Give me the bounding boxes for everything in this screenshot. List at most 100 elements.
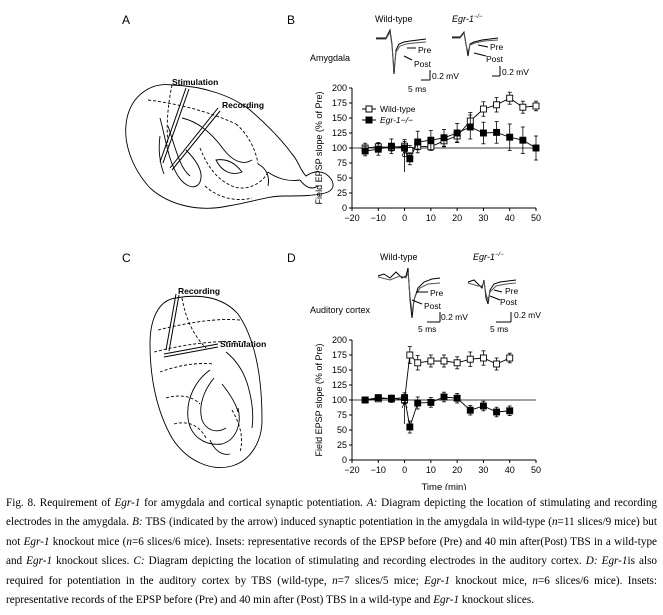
x-tick-label: 0 (402, 213, 407, 223)
caption-text: for amygdala and cortical synaptic poten… (140, 497, 367, 509)
caption-text: Diagram depicting the location of stimul… (144, 555, 586, 568)
data-point-egr1-ko (414, 399, 422, 407)
caption-panel-ref: D: (585, 555, 598, 568)
x-tick-label: −10 (371, 213, 386, 223)
scale-bar-b2 (492, 66, 501, 77)
scale-mv-b2: 0.2 mV (502, 67, 529, 77)
figure-8: A Stimulation Recording B Wild-type Egr-… (122, 13, 541, 493)
data-point-egr1-ko (493, 128, 501, 136)
data-point-wildtype (479, 354, 487, 362)
legend-marker-egr1-ko (365, 116, 373, 124)
region-label-amygdala: Amygdala (310, 53, 350, 63)
x-tick-label: 50 (531, 465, 541, 475)
caption-gene: Egr-1 (601, 555, 628, 568)
brain-diagram-auditory-cortex (149, 295, 263, 468)
legend-label-egr1-ko: Egr-1−/− (380, 115, 413, 125)
scale-mv-d1: 0.2 mV (441, 312, 468, 322)
data-point-egr1-ko (361, 396, 369, 404)
x-tick-label: 40 (505, 465, 515, 475)
electrodes-auditory-cortex (163, 293, 219, 358)
data-point-wildtype (453, 359, 461, 367)
x-tick-label: 20 (452, 213, 462, 223)
y-tick-label: 75 (337, 158, 347, 168)
legend-marker-wildtype (365, 105, 373, 113)
caption-panel-ref: A: (366, 497, 378, 509)
data-point-egr1-ko (519, 136, 527, 144)
data-point-egr1-ko (374, 145, 382, 153)
x-tick-label: 10 (426, 465, 436, 475)
caption-text: knockout slices. (52, 555, 134, 568)
x-axis-label: Time (min) (421, 482, 466, 490)
figure-caption: Fig. 8. Requirement of Egr-1 for amygdal… (6, 494, 657, 610)
panel-letter-b: B (287, 13, 295, 27)
trace-label-ko-d: Egr-1−/− (473, 252, 504, 262)
y-tick-label: 25 (337, 188, 347, 198)
y-tick-label: 200 (332, 83, 347, 93)
y-tick-label: 175 (332, 350, 347, 360)
data-point-egr1-ko (361, 147, 369, 155)
caption-n: n (532, 574, 538, 587)
data-point-egr1-ko (506, 407, 514, 415)
y-tick-label: 150 (332, 113, 347, 123)
y-tick-label: 125 (332, 380, 347, 390)
data-point-egr1-ko (406, 155, 414, 163)
y-tick-label: 0 (342, 455, 347, 465)
chart-d-auditory-cortex-epsp: 0 25 50 75 100 125 150 175 200 −20 −10 0 10 20 30 40 50 F… (314, 335, 541, 493)
pre-label-b: Pre (418, 45, 432, 55)
figure-svg: A Stimulation Recording B Wild-type Egr-… (122, 13, 541, 493)
recording-label-a: Recording (222, 100, 264, 110)
scale-bar-d2 (496, 312, 512, 323)
y-tick-label: 0 (342, 203, 347, 213)
scale-ms-d2: 5 ms (490, 324, 508, 334)
stimulation-label-c: Stimulation (220, 339, 266, 349)
x-tick-label: 30 (478, 213, 488, 223)
x-tick-label: 20 (452, 465, 462, 475)
y-tick-label: 100 (332, 395, 347, 405)
data-point-wildtype (519, 103, 527, 111)
trace-label-wildtype-d: Wild-type (380, 252, 418, 262)
data-point-egr1-ko (414, 138, 422, 146)
x-tick-label: 50 (531, 213, 541, 223)
data-point-egr1-ko (401, 394, 409, 402)
caption-panel-ref: B: (132, 516, 143, 529)
scale-bar-d1 (427, 312, 441, 323)
y-tick-label: 25 (337, 440, 347, 450)
data-point-egr1-ko (493, 408, 501, 416)
y-tick-label: 100 (332, 143, 347, 153)
trace-label-ko-b: Egr-1−/− (452, 14, 483, 24)
post-label-d: Post (424, 301, 442, 311)
series-line-egr1-ko (365, 396, 510, 428)
chart-b-amygdala-epsp: 0 25 50 75 100 125 150 175 200 −20 −10 0 10 20 30 40 50 F… (314, 83, 541, 223)
data-point-egr1-ko (532, 144, 540, 152)
data-point-wildtype (493, 101, 501, 109)
pre-label-ko-b: Pre (490, 42, 504, 52)
scale-bar-b1 (421, 70, 431, 81)
caption-panel-ref: C: (133, 555, 145, 568)
data-point-wildtype (493, 360, 501, 368)
x-tick-label: −20 (344, 465, 359, 475)
caption-text: =6 slices/6 mice). Insets: representativ… (6, 574, 658, 607)
x-tick-label: −20 (344, 213, 359, 223)
caption-text: knockout slices. (459, 594, 534, 607)
data-point-egr1-ko (440, 393, 448, 401)
legend-label-wildtype: Wild-type (380, 104, 416, 114)
x-tick-label: −10 (371, 465, 386, 475)
caption-text: =11 slices/9 mice) but not (6, 516, 658, 548)
y-tick-label: 200 (332, 335, 347, 345)
caption-n: n (126, 535, 132, 548)
y-tick-label: 150 (332, 365, 347, 375)
epsp-trace-wildtype-b (376, 28, 427, 75)
y-tick-label: 75 (337, 410, 347, 420)
pre-label-ko-d: Pre (505, 286, 519, 296)
data-point-egr1-ko (387, 142, 395, 150)
y-tick-label: 125 (332, 128, 347, 138)
data-point-egr1-ko (401, 144, 409, 152)
data-point-wildtype (506, 354, 514, 362)
x-tick-label: 10 (426, 213, 436, 223)
post-label-ko-d: Post (500, 297, 518, 307)
data-point-egr1-ko (479, 129, 487, 137)
pre-label-d: Pre (430, 288, 444, 298)
caption-text: =6 slices/6 mice). Insets: representativ… (6, 535, 658, 568)
data-point-wildtype (479, 105, 487, 113)
panel-letter-c: C (122, 251, 131, 265)
